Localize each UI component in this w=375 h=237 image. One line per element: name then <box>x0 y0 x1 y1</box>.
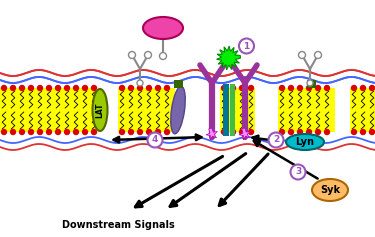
Circle shape <box>248 85 254 91</box>
Circle shape <box>221 129 227 135</box>
Ellipse shape <box>286 134 324 150</box>
Circle shape <box>279 85 285 91</box>
Circle shape <box>64 85 70 91</box>
Circle shape <box>279 129 285 135</box>
Circle shape <box>369 85 375 91</box>
Text: Downstream Signals: Downstream Signals <box>62 220 174 230</box>
FancyBboxPatch shape <box>0 88 95 132</box>
Circle shape <box>268 132 284 147</box>
Polygon shape <box>206 128 218 140</box>
Circle shape <box>119 85 125 91</box>
Circle shape <box>239 85 245 91</box>
Text: Syk: Syk <box>320 185 340 195</box>
Ellipse shape <box>143 17 183 39</box>
FancyBboxPatch shape <box>174 80 183 88</box>
Circle shape <box>137 85 143 91</box>
FancyBboxPatch shape <box>220 88 255 132</box>
Circle shape <box>129 51 135 59</box>
Circle shape <box>1 129 7 135</box>
Circle shape <box>307 80 313 86</box>
Circle shape <box>82 85 88 91</box>
Circle shape <box>297 129 303 135</box>
Circle shape <box>306 85 312 91</box>
Circle shape <box>351 129 357 135</box>
Circle shape <box>248 129 254 135</box>
FancyBboxPatch shape <box>223 84 229 136</box>
Circle shape <box>155 129 161 135</box>
Circle shape <box>19 129 25 135</box>
Circle shape <box>146 129 152 135</box>
FancyBboxPatch shape <box>118 88 175 132</box>
Circle shape <box>297 85 303 91</box>
Ellipse shape <box>93 89 108 131</box>
Circle shape <box>315 51 321 59</box>
Circle shape <box>221 85 227 91</box>
Circle shape <box>137 80 143 86</box>
Circle shape <box>291 164 306 179</box>
Circle shape <box>10 129 16 135</box>
Circle shape <box>306 129 312 135</box>
Circle shape <box>164 129 170 135</box>
Text: 3: 3 <box>295 168 301 177</box>
Circle shape <box>19 85 25 91</box>
Circle shape <box>64 129 70 135</box>
Polygon shape <box>239 128 250 140</box>
Circle shape <box>324 129 330 135</box>
Circle shape <box>82 129 88 135</box>
Circle shape <box>239 129 245 135</box>
FancyBboxPatch shape <box>230 84 235 136</box>
Circle shape <box>73 85 79 91</box>
Polygon shape <box>217 46 240 70</box>
Ellipse shape <box>312 179 348 201</box>
FancyBboxPatch shape <box>307 80 316 88</box>
Circle shape <box>164 85 170 91</box>
Circle shape <box>37 129 43 135</box>
Circle shape <box>28 85 34 91</box>
Circle shape <box>239 38 254 54</box>
Circle shape <box>37 85 43 91</box>
Circle shape <box>360 129 366 135</box>
Circle shape <box>91 85 97 91</box>
Circle shape <box>159 53 166 59</box>
Circle shape <box>360 85 366 91</box>
Circle shape <box>119 129 125 135</box>
Circle shape <box>128 85 134 91</box>
Text: LAT: LAT <box>96 102 105 118</box>
Text: 1: 1 <box>243 41 250 50</box>
Circle shape <box>147 132 162 147</box>
Circle shape <box>73 129 79 135</box>
FancyBboxPatch shape <box>350 88 375 132</box>
Circle shape <box>55 85 61 91</box>
Ellipse shape <box>171 86 185 134</box>
Circle shape <box>144 51 152 59</box>
Circle shape <box>146 85 152 91</box>
Text: 4: 4 <box>152 136 158 145</box>
Circle shape <box>128 129 134 135</box>
Text: Lyn: Lyn <box>296 137 315 147</box>
Circle shape <box>46 85 52 91</box>
Circle shape <box>46 129 52 135</box>
FancyBboxPatch shape <box>278 88 335 132</box>
Circle shape <box>1 85 7 91</box>
Circle shape <box>55 129 61 135</box>
Text: 2: 2 <box>273 136 279 145</box>
Circle shape <box>315 85 321 91</box>
Circle shape <box>10 85 16 91</box>
Circle shape <box>288 129 294 135</box>
Circle shape <box>315 129 321 135</box>
Circle shape <box>351 85 357 91</box>
Circle shape <box>230 129 236 135</box>
Circle shape <box>369 129 375 135</box>
Circle shape <box>288 85 294 91</box>
Circle shape <box>298 51 306 59</box>
Circle shape <box>137 129 143 135</box>
Circle shape <box>230 85 236 91</box>
Circle shape <box>28 129 34 135</box>
Circle shape <box>91 129 97 135</box>
Circle shape <box>324 85 330 91</box>
Circle shape <box>155 85 161 91</box>
